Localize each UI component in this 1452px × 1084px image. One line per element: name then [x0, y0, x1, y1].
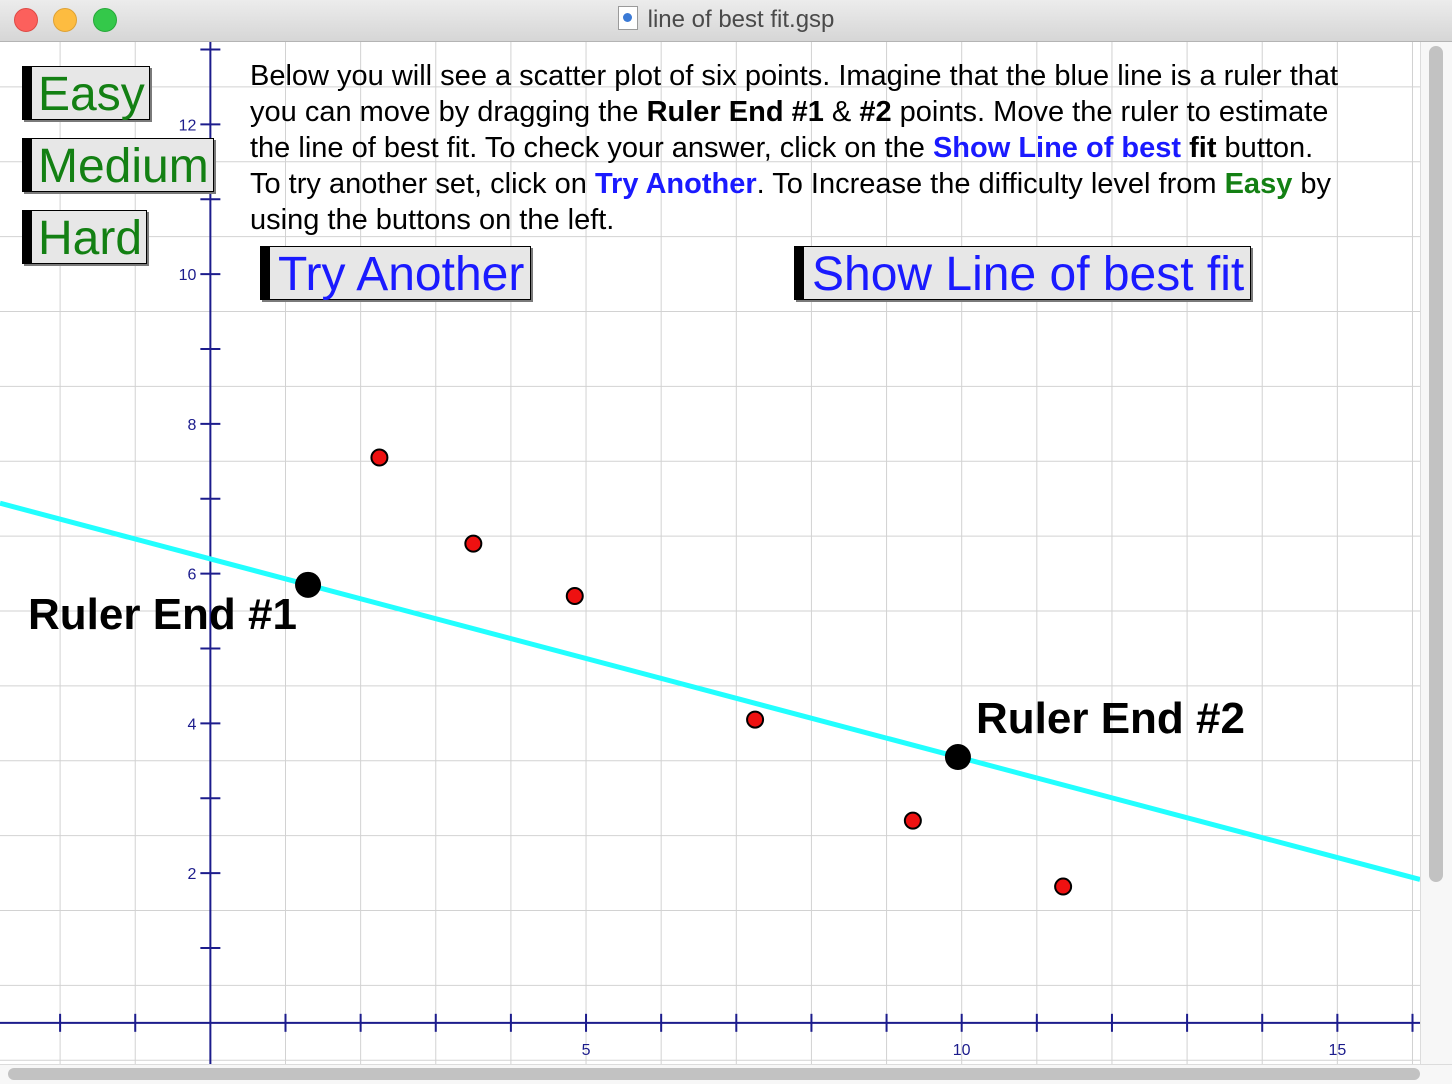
instructions-part: points. Move the ruler to estimate the l…: [250, 96, 1329, 164]
instructions-try-another: Try Another: [594, 168, 757, 200]
hard-button[interactable]: Hard: [22, 210, 148, 264]
ruler-layer: [0, 500, 1420, 882]
tick-labels: 5 10 15 2 4 6 8 10 12: [179, 117, 1347, 1058]
instructions-part: by using the buttons on the left.: [250, 168, 1332, 236]
instructions-part: [1181, 132, 1189, 164]
easy-button[interactable]: Easy: [22, 66, 150, 120]
instructions-show-line: Show Line of best: [932, 132, 1182, 164]
instructions-fit: fit: [1189, 132, 1217, 164]
minimize-window-button[interactable]: [53, 8, 77, 32]
x-tick-label: 5: [582, 1042, 591, 1059]
ruler-end-1-label: Ruler End #1: [28, 590, 297, 639]
instructions-part: &: [823, 96, 860, 128]
y-tick-label: 4: [187, 716, 196, 733]
y-tick-label: 12: [179, 117, 197, 134]
y-tick-label: 6: [187, 567, 196, 584]
data-point: [903, 811, 922, 830]
ruler-end-2-handle[interactable]: [944, 744, 971, 771]
axes: [0, 42, 1420, 1064]
x-tick-label: 10: [953, 1042, 971, 1059]
coordinate-plot[interactable]: 5 10 15 2 4 6 8 10 12: [0, 42, 1420, 1064]
instructions-part: button. To try another set, click on: [250, 132, 1314, 200]
vertical-scrollbar[interactable]: [1420, 42, 1452, 1064]
zoom-window-button[interactable]: [93, 8, 117, 32]
data-points: [370, 448, 1073, 896]
data-point: [746, 710, 765, 729]
instructions-ruler-end-2: #2: [859, 96, 892, 128]
data-point: [464, 534, 483, 553]
show-line-of-best-fit-button[interactable]: Show Line of best fit: [794, 246, 1252, 300]
data-point: [370, 448, 389, 467]
data-point: [1054, 877, 1073, 896]
instructions-ruler-end-1: Ruler End #1: [646, 96, 824, 128]
instructions-part: . To Increase the difficulty level from: [756, 168, 1225, 200]
sketch-canvas[interactable]: 5 10 15 2 4 6 8 10 12 Easy Medium Hard Try Anoth…: [0, 42, 1420, 1064]
close-window-button[interactable]: [14, 8, 38, 32]
y-tick-label: 2: [187, 866, 196, 883]
horizontal-scroll-thumb[interactable]: [8, 1068, 1420, 1080]
horizontal-scrollbar[interactable]: [0, 1064, 1452, 1084]
try-another-button[interactable]: Try Another: [260, 246, 532, 300]
x-tick-label: 15: [1328, 1042, 1346, 1059]
y-tick-label: 10: [179, 267, 197, 284]
instructions-text: Below you will see a scatter plot of six…: [250, 58, 1350, 238]
ruler-end-2-label: Ruler End #2: [976, 694, 1245, 743]
instructions-easy: Easy: [1224, 168, 1293, 200]
instructions-part: Below you will see a scatter plot of six…: [250, 60, 1339, 128]
title-bar[interactable]: line of best fit.gsp: [0, 0, 1452, 42]
window-title-wrap: line of best fit.gsp: [0, 6, 1452, 34]
medium-button[interactable]: Medium: [22, 138, 214, 192]
sketch-document-icon: [617, 6, 638, 30]
ruler-end-1-handle[interactable]: [295, 571, 322, 598]
data-point: [565, 587, 584, 606]
grid-lines: [0, 42, 1420, 1064]
vertical-scroll-thumb[interactable]: [1429, 46, 1443, 882]
y-tick-label: 8: [187, 417, 196, 434]
ruler-line[interactable]: [0, 500, 1420, 882]
window-title: line of best fit.gsp: [647, 6, 835, 33]
